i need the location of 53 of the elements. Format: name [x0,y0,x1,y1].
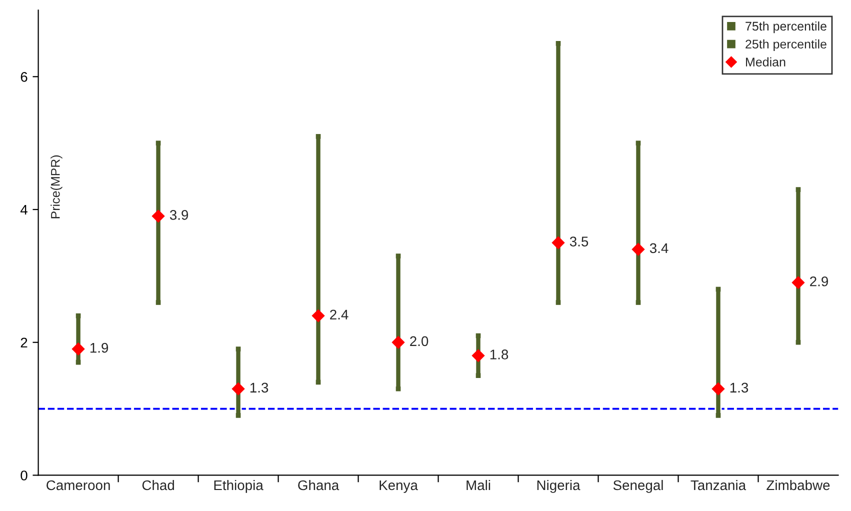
x-tick-label: Tanzania [690,480,746,490]
point [552,236,565,250]
data-label: 3.4 [650,243,668,254]
point [796,187,801,192]
point [156,300,161,305]
data-label: 2.0 [410,336,428,346]
x-tick-label: Chad [142,480,174,490]
point [796,340,801,345]
point [392,336,405,349]
x-tick-label: Cameroon [46,480,110,490]
point [72,342,85,356]
x-tick-label: Mali [466,480,490,490]
data-label: 1.9 [90,342,108,353]
point [152,210,165,223]
point [396,254,401,258]
x-tick-label: Nigeria [537,480,580,493]
legend-label: Median [746,57,786,66]
data-label: 3.5 [570,236,588,246]
data-label: 1.3 [250,382,268,393]
y-tick-label: 0 [20,470,28,480]
data-label: 1.3 [730,382,748,393]
point [556,41,561,46]
x-tick-label: Ethiopia [214,480,264,493]
x-tick-label: Zimbabwe [766,480,830,490]
point [792,276,805,290]
point [236,413,241,418]
data-label: 1.8 [490,350,508,360]
y-axis-title: Price(MPR) [50,155,62,218]
data-label: 2.9 [810,276,828,286]
point [636,140,641,146]
point [636,300,641,305]
data-label: 2.4 [330,310,348,320]
x-tick-label: Senegal [613,480,663,493]
x-tick-label: Kenya [380,480,418,493]
point [716,413,721,418]
point [312,309,325,322]
point [556,300,561,305]
point [236,346,241,352]
y-tick-label: 4 [20,204,28,215]
legend-label: 25th percentile [746,39,826,52]
point [156,140,161,146]
point [396,386,401,392]
data-label: 3.9 [170,210,188,220]
point [472,349,485,362]
point [476,373,481,378]
legend-label: 75th percentile [746,21,826,34]
point [712,382,725,396]
point [316,134,321,139]
point [632,242,645,256]
point [232,382,245,396]
y-tick-label: 6 [20,72,28,82]
y-tick-label: 2 [20,338,28,348]
x-tick-label: Ghana [298,480,340,490]
